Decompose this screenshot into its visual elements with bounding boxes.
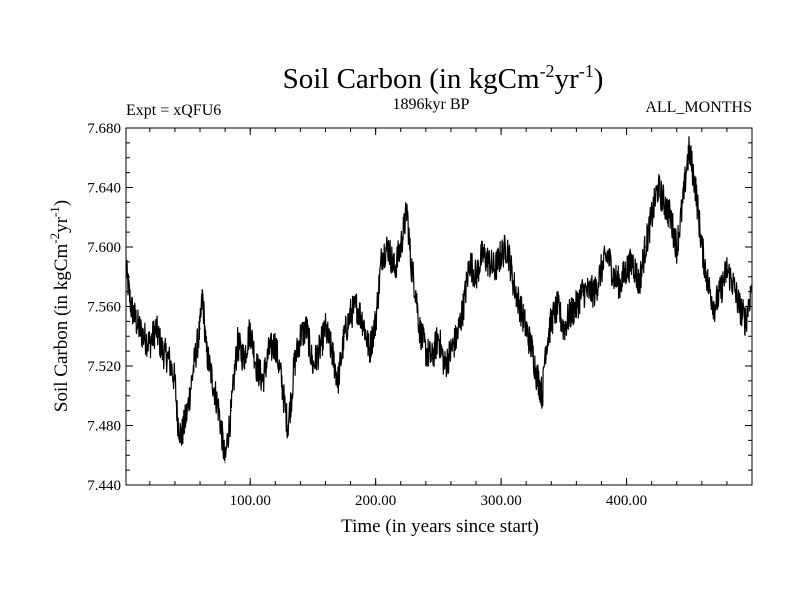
- x-tick-label: 100.00: [230, 493, 271, 509]
- x-axis-ticks: 100.00 200.00 300.00 400.00: [149, 128, 728, 509]
- y-tick-label: 7.520: [87, 359, 121, 375]
- chart-title-mid: yr: [555, 63, 580, 95]
- period-label: 1896kyr BP: [393, 96, 470, 113]
- y-tick-label: 7.480: [87, 419, 121, 435]
- x-tick-label: 300.00: [480, 493, 521, 509]
- y-tick-label: 7.640: [87, 181, 121, 197]
- chart-title-sup1: -2: [540, 61, 555, 81]
- y-axis-title: Soil Carbon (in kgCm-2yr-1): [47, 200, 72, 412]
- y-tick-label: 7.680: [87, 121, 121, 137]
- chart-title: Soil Carbon (in kgCm-2yr-1): [283, 61, 604, 95]
- y-axis-title-text: Soil Carbon (in kgCm: [51, 244, 72, 413]
- chart-title-text: Soil Carbon (in kgCm: [283, 63, 540, 95]
- series-group: [125, 136, 753, 464]
- months-label: ALL_MONTHS: [645, 99, 752, 116]
- y-tick-label: 7.560: [87, 300, 121, 316]
- y-axis-title-end: ): [51, 200, 72, 206]
- y-axis-title-sup2: -1: [47, 206, 62, 217]
- x-tick-label: 400.00: [606, 493, 647, 509]
- data-point: [224, 462, 226, 464]
- x-axis-title: Time (in years since start): [341, 516, 539, 537]
- y-tick-label: 7.600: [87, 240, 121, 256]
- y-axis-title-sup1: -2: [47, 233, 62, 244]
- series-line: [125, 136, 753, 462]
- x-tick-label: 200.00: [355, 493, 396, 509]
- chart-title-end: ): [594, 63, 604, 95]
- chart-title-sup2: -1: [579, 61, 594, 81]
- y-tick-label: 7.440: [87, 478, 121, 494]
- y-axis-ticks: 7.440 7.480 7.520 7.560 7.600 7.640 7.680: [87, 121, 752, 494]
- y-axis-title-mid: yr: [51, 216, 72, 233]
- experiment-label: Expt = xQFU6: [126, 102, 221, 119]
